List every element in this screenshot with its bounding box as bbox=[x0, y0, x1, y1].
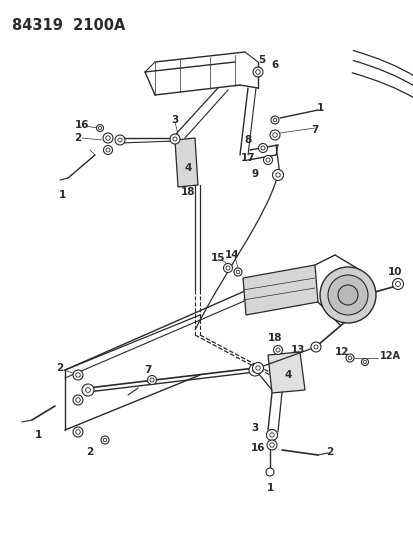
Text: 8: 8 bbox=[244, 135, 251, 145]
Text: 1: 1 bbox=[316, 103, 323, 113]
Circle shape bbox=[266, 430, 277, 440]
Text: 16: 16 bbox=[75, 120, 89, 130]
Circle shape bbox=[170, 134, 180, 144]
Circle shape bbox=[252, 362, 263, 374]
Text: 10: 10 bbox=[387, 267, 401, 277]
Text: 7: 7 bbox=[144, 365, 151, 375]
Circle shape bbox=[273, 118, 276, 122]
Circle shape bbox=[73, 427, 83, 437]
Circle shape bbox=[252, 67, 262, 77]
Circle shape bbox=[73, 395, 83, 405]
Circle shape bbox=[236, 270, 239, 274]
Circle shape bbox=[106, 148, 110, 152]
Text: 2: 2 bbox=[86, 447, 93, 457]
Circle shape bbox=[105, 136, 110, 140]
Text: 17: 17 bbox=[240, 153, 255, 163]
Circle shape bbox=[394, 281, 399, 286]
Circle shape bbox=[275, 348, 279, 352]
Circle shape bbox=[223, 263, 232, 272]
Circle shape bbox=[337, 285, 357, 305]
Text: 12: 12 bbox=[334, 347, 349, 357]
Polygon shape bbox=[175, 138, 197, 187]
Text: 1: 1 bbox=[58, 190, 66, 200]
Text: 14: 14 bbox=[224, 250, 239, 260]
Circle shape bbox=[103, 133, 113, 143]
Circle shape bbox=[363, 360, 366, 364]
Text: 6: 6 bbox=[271, 60, 278, 70]
Circle shape bbox=[248, 364, 260, 376]
Circle shape bbox=[96, 125, 103, 132]
Circle shape bbox=[225, 266, 230, 270]
Circle shape bbox=[347, 356, 351, 360]
Text: 4: 4 bbox=[184, 163, 191, 173]
Circle shape bbox=[361, 359, 368, 366]
Circle shape bbox=[345, 354, 353, 362]
Text: 1: 1 bbox=[34, 430, 42, 440]
Circle shape bbox=[269, 433, 273, 437]
Circle shape bbox=[258, 143, 267, 152]
Circle shape bbox=[103, 438, 107, 442]
Circle shape bbox=[173, 137, 177, 141]
Circle shape bbox=[269, 130, 279, 140]
Circle shape bbox=[260, 146, 264, 150]
Circle shape bbox=[98, 126, 101, 130]
Circle shape bbox=[118, 138, 122, 142]
Circle shape bbox=[266, 468, 273, 476]
Circle shape bbox=[255, 70, 260, 74]
Text: 2: 2 bbox=[325, 447, 333, 457]
Circle shape bbox=[265, 158, 269, 162]
Circle shape bbox=[76, 373, 80, 377]
Circle shape bbox=[255, 366, 260, 370]
Circle shape bbox=[76, 398, 80, 402]
Circle shape bbox=[327, 275, 367, 315]
Circle shape bbox=[319, 267, 375, 323]
Text: 18: 18 bbox=[180, 187, 195, 197]
Text: 3: 3 bbox=[251, 423, 258, 433]
Text: 9: 9 bbox=[251, 169, 258, 179]
Polygon shape bbox=[242, 265, 317, 315]
Text: 1: 1 bbox=[266, 483, 273, 493]
Circle shape bbox=[76, 430, 80, 434]
Circle shape bbox=[150, 378, 154, 382]
Polygon shape bbox=[267, 352, 304, 393]
Text: 2: 2 bbox=[56, 363, 64, 373]
Circle shape bbox=[252, 368, 257, 373]
Text: 3: 3 bbox=[171, 115, 178, 125]
Circle shape bbox=[392, 279, 403, 289]
Text: 4: 4 bbox=[284, 370, 291, 380]
Text: 84319  2100A: 84319 2100A bbox=[12, 18, 125, 33]
Circle shape bbox=[103, 146, 112, 155]
Circle shape bbox=[82, 384, 94, 396]
Circle shape bbox=[272, 169, 283, 181]
Circle shape bbox=[233, 268, 242, 276]
Text: 5: 5 bbox=[258, 55, 265, 65]
Text: 13: 13 bbox=[290, 345, 304, 355]
Circle shape bbox=[273, 345, 282, 354]
Text: 7: 7 bbox=[311, 125, 318, 135]
Text: 15: 15 bbox=[210, 253, 225, 263]
Circle shape bbox=[313, 345, 317, 349]
Circle shape bbox=[269, 443, 273, 447]
Text: 12A: 12A bbox=[379, 351, 400, 361]
Circle shape bbox=[310, 342, 320, 352]
Circle shape bbox=[263, 156, 272, 165]
Circle shape bbox=[266, 440, 276, 450]
Circle shape bbox=[115, 135, 125, 145]
Circle shape bbox=[272, 133, 277, 138]
Text: 18: 18 bbox=[267, 333, 282, 343]
Circle shape bbox=[85, 387, 90, 392]
Text: 2: 2 bbox=[74, 133, 81, 143]
Text: 16: 16 bbox=[250, 443, 265, 453]
Circle shape bbox=[275, 173, 280, 177]
Circle shape bbox=[101, 436, 109, 444]
Circle shape bbox=[147, 376, 156, 384]
Circle shape bbox=[271, 116, 278, 124]
Circle shape bbox=[73, 370, 83, 380]
